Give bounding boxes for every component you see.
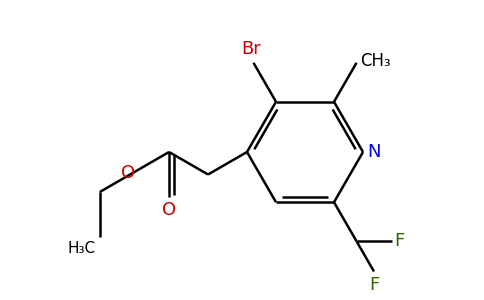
- Text: N: N: [367, 143, 380, 161]
- Text: O: O: [121, 164, 135, 182]
- Text: O: O: [162, 201, 176, 219]
- Text: H₃C: H₃C: [68, 241, 96, 256]
- Text: Br: Br: [242, 40, 261, 58]
- Text: F: F: [394, 232, 405, 250]
- Text: CH₃: CH₃: [361, 52, 391, 70]
- Text: F: F: [369, 275, 379, 293]
